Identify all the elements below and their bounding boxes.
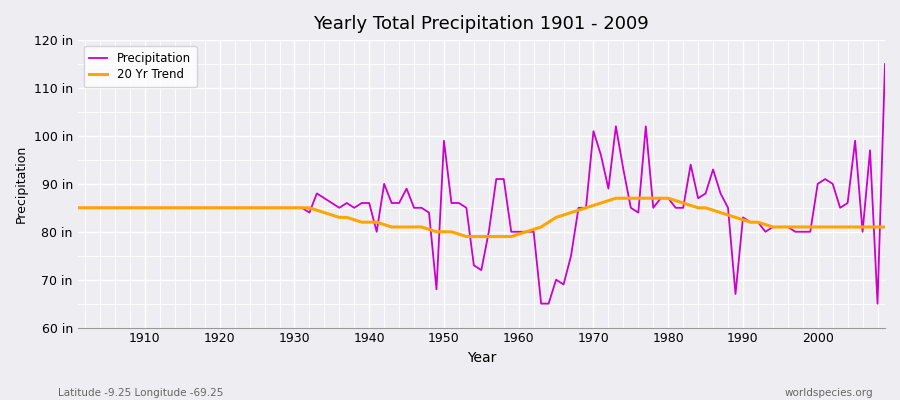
Precipitation: [506, 229, 517, 234]
Precipitation: [296, 206, 307, 210]
Precipitation: [132, 206, 143, 210]
Line: 20 Yr Trend: 20 Yr Trend: [77, 198, 885, 236]
Precipitation: [879, 62, 890, 66]
20 Yr Trend: [618, 196, 629, 201]
Precipitation: [610, 124, 621, 129]
20 Yr Trend: [296, 206, 307, 210]
20 Yr Trend: [513, 232, 524, 236]
Text: worldspecies.org: worldspecies.org: [785, 388, 873, 398]
20 Yr Trend: [341, 215, 352, 220]
20 Yr Trend: [610, 196, 621, 201]
20 Yr Trend: [461, 234, 472, 239]
Y-axis label: Precipitation: Precipitation: [15, 145, 28, 223]
Precipitation: [536, 301, 546, 306]
Text: Latitude -9.25 Longitude -69.25: Latitude -9.25 Longitude -69.25: [58, 388, 224, 398]
Precipitation: [72, 206, 83, 210]
Title: Yearly Total Precipitation 1901 - 2009: Yearly Total Precipitation 1901 - 2009: [313, 15, 649, 33]
X-axis label: Year: Year: [466, 351, 496, 365]
Legend: Precipitation, 20 Yr Trend: Precipitation, 20 Yr Trend: [84, 46, 197, 87]
Precipitation: [341, 201, 352, 206]
20 Yr Trend: [521, 229, 532, 234]
20 Yr Trend: [132, 206, 143, 210]
Precipitation: [513, 229, 524, 234]
20 Yr Trend: [72, 206, 83, 210]
20 Yr Trend: [879, 224, 890, 229]
Line: Precipitation: Precipitation: [77, 64, 885, 304]
